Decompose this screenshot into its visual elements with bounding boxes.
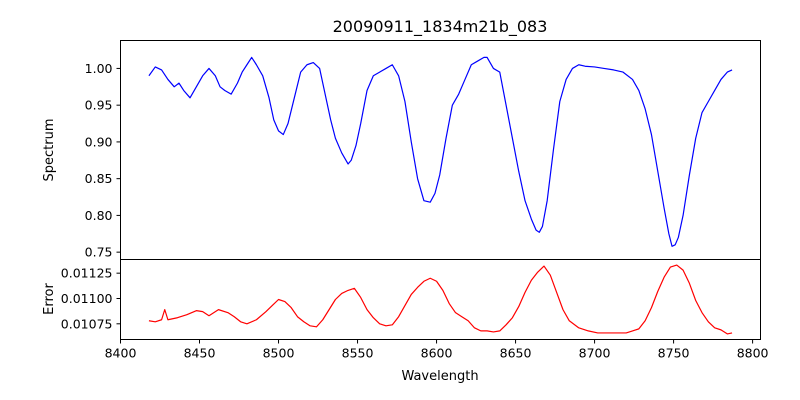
spectrum-y-tick-label: 0.95 — [85, 98, 113, 113]
error-x-tick-label: 8650 — [500, 346, 532, 361]
error-panel: 0.01075 0.01100 0.01125 8400 8450 8500 8550 860… — [61, 264, 769, 361]
spectrum-panel: 0.75 0.80 0.85 0.90 0.95 1.00 — [85, 56, 733, 260]
error-y-tick-label: 0.01100 — [61, 291, 113, 306]
error-x-tick-label: 8750 — [658, 346, 690, 361]
error-y-tick-label: 0.01075 — [61, 316, 113, 331]
error-x-tick-label: 8800 — [737, 346, 769, 361]
spectrum-y-tick-label: 0.75 — [85, 245, 113, 260]
spectrum-series-line — [148, 56, 733, 247]
error-axes-frame — [120, 259, 761, 340]
spectrum-y-axis-label: Spectrum — [42, 119, 57, 182]
error-series-line — [148, 264, 733, 335]
error-x-tick-label: 8550 — [342, 346, 374, 361]
error-y-tick-label: 0.01125 — [61, 266, 113, 281]
x-axis-label: Wavelength — [401, 369, 478, 384]
error-y-axis-label: Error — [42, 283, 57, 315]
spectrum-y-tick-label: 0.85 — [85, 171, 113, 186]
spectrum-y-tick-label: 0.80 — [85, 208, 113, 223]
spectrum-y-tick-label: 0.90 — [85, 134, 113, 149]
spectrum-y-tick-label: 1.00 — [85, 61, 113, 76]
error-x-tick-label: 8450 — [184, 346, 216, 361]
error-x-tick-label: 8700 — [579, 346, 611, 361]
error-x-tick-label: 8600 — [421, 346, 453, 361]
error-x-tick-label: 8400 — [105, 346, 137, 361]
error-x-tick-label: 8500 — [263, 346, 295, 361]
spectrum-title: 20090911_1834m21b_083 — [333, 17, 548, 37]
